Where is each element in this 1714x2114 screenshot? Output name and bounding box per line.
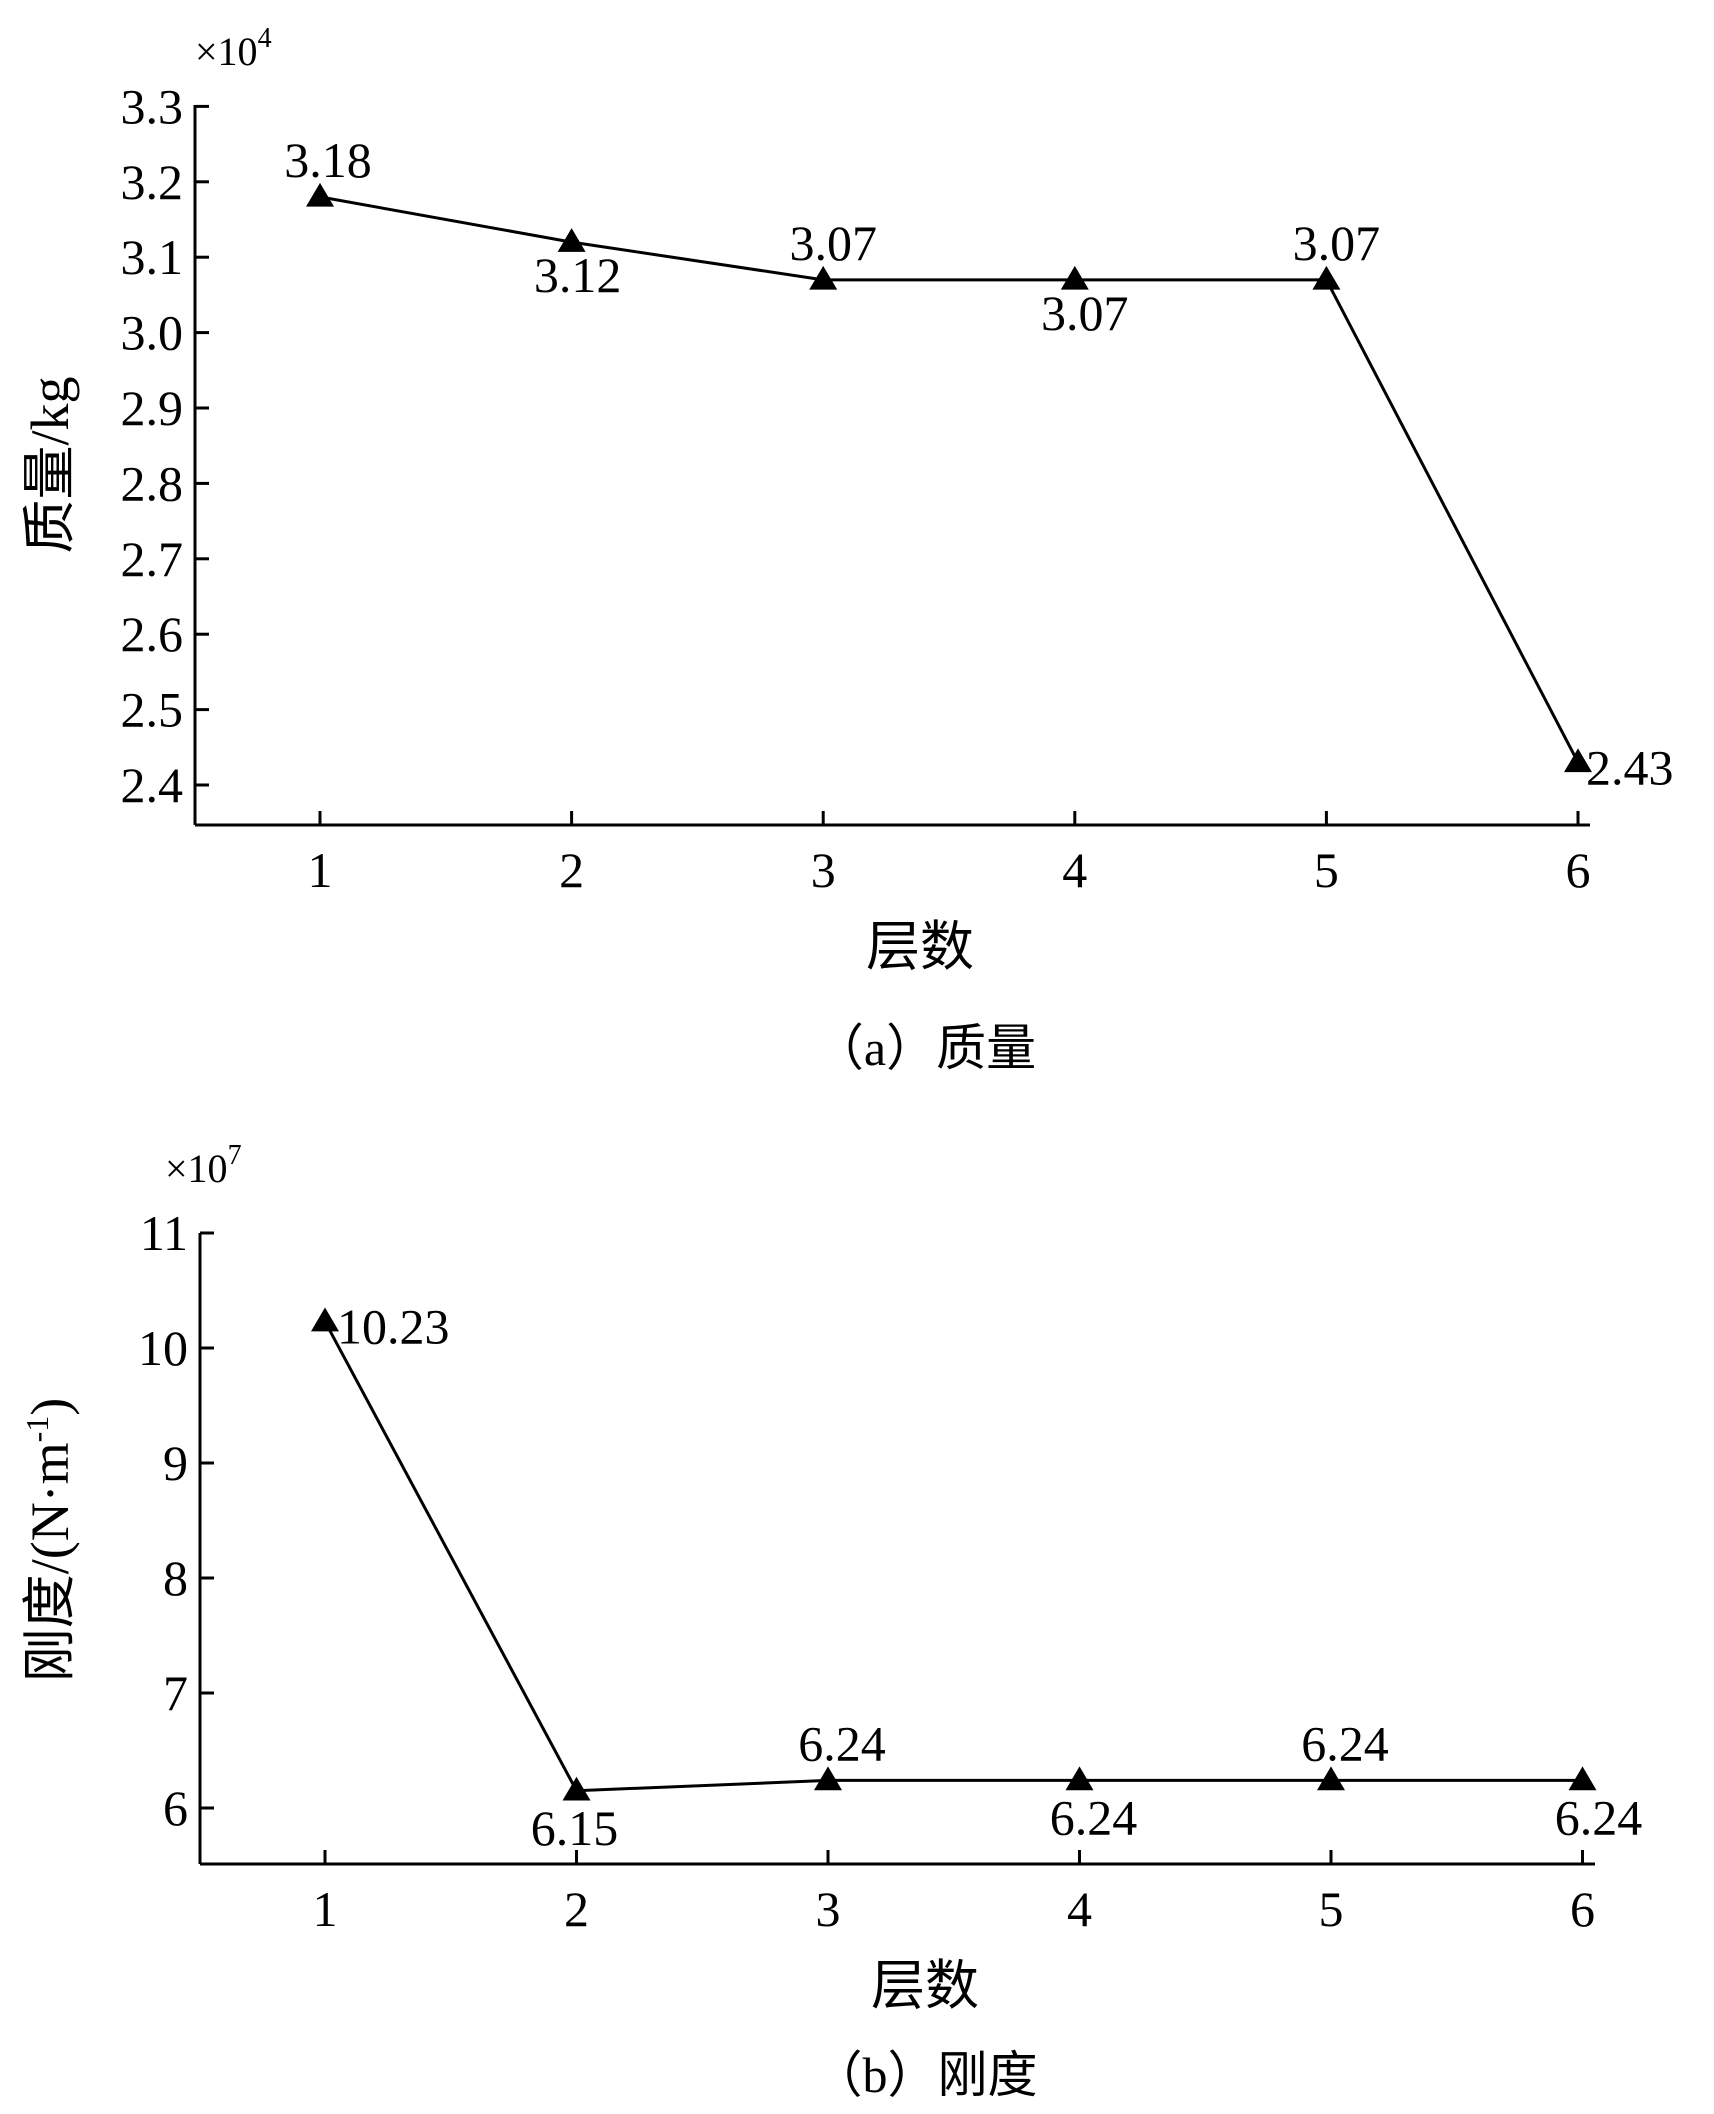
series-layer: 10.23 6.15 6.24 6.24 6.24 6.24 [311, 1299, 1642, 1856]
data-point-marker [1060, 265, 1089, 290]
y-tick-label: 6 [163, 1780, 188, 1836]
y-tick-label: 2.5 [121, 682, 184, 738]
y-tick-label: 9 [163, 1435, 188, 1491]
chart-caption: （a）质量 [814, 1020, 1036, 1076]
y-tick-label: 2.4 [121, 757, 184, 813]
series-layer: 3.18 3.12 3.07 3.07 3.07 2.43 [284, 132, 1673, 796]
data-point-marker [814, 1766, 842, 1791]
y-ticks: 2.4 2.5 2.6 2.7 2.8 2.9 3.0 3.1 3.2 3.3 [121, 78, 209, 813]
data-label: 3.07 [1293, 215, 1381, 271]
data-point-marker [809, 265, 838, 290]
x-tick-label: 2 [559, 842, 584, 898]
data-point-marker [306, 182, 334, 207]
data-label: 6.24 [1555, 1789, 1643, 1845]
data-point-marker [557, 228, 586, 252]
data-label: 6.24 [1050, 1789, 1138, 1845]
data-label: 6.24 [798, 1715, 886, 1771]
series-line [319, 195, 1580, 764]
data-label: 3.18 [284, 132, 372, 188]
y-axis-title: 刚度/(N·m-1) [19, 1398, 80, 1683]
x-tick-label: 4 [1067, 1881, 1092, 1937]
x-ticks: 1 2 3 4 5 6 [308, 811, 1591, 898]
data-label: 3.07 [789, 215, 877, 271]
x-tick-label: 4 [1062, 842, 1087, 898]
data-point-marker [562, 1776, 591, 1801]
x-tick-label: 2 [564, 1881, 589, 1937]
chart-mass: 2.4 2.5 2.6 2.7 2.8 2.9 3.0 3.1 3.2 3.3 1 2 3 4 5 6 ×1… [20, 23, 1674, 1076]
y-tick-label: 2.8 [121, 455, 184, 511]
data-point-marker [1317, 1766, 1345, 1791]
y-axis-title: 质量/kg [20, 376, 80, 553]
y-multiplier: ×107 [165, 1140, 242, 1191]
y-tick-label: 2.7 [121, 531, 184, 587]
data-label: 3.07 [1041, 285, 1129, 341]
x-axis-title: 层数 [866, 917, 974, 977]
x-tick-label: 1 [313, 1881, 338, 1937]
data-label: 10.23 [337, 1299, 450, 1355]
y-tick-label: 8 [163, 1550, 188, 1606]
y-tick-label: 7 [163, 1665, 188, 1721]
data-point-marker [1312, 265, 1341, 290]
y-tick-label: 11 [140, 1205, 188, 1261]
series-line [323, 1320, 1583, 1793]
x-tick-label: 5 [1319, 1881, 1344, 1937]
data-point-marker [1065, 1766, 1094, 1791]
y-tick-label: 2.6 [121, 606, 184, 662]
data-label: 3.12 [534, 247, 622, 303]
data-point-marker [1568, 1766, 1597, 1791]
data-point-marker [1564, 748, 1592, 773]
y-tick-label: 3.3 [121, 78, 184, 134]
data-label: 6.15 [531, 1800, 619, 1856]
data-point-marker [311, 1307, 339, 1332]
x-tick-label: 1 [308, 842, 333, 898]
x-tick-label: 5 [1314, 842, 1339, 898]
y-multiplier: ×104 [195, 23, 272, 74]
chart-caption: （b）刚度 [813, 2047, 1038, 2103]
data-label: 2.43 [1586, 739, 1674, 795]
x-tick-label: 3 [811, 842, 836, 898]
y-tick-label: 2.9 [121, 380, 184, 436]
y-tick-label: 3.1 [121, 229, 184, 285]
data-label: 6.24 [1301, 1715, 1389, 1771]
y-tick-label: 10 [138, 1320, 188, 1376]
x-axis-title: 层数 [871, 1956, 979, 2016]
x-tick-label: 6 [1570, 1881, 1595, 1937]
x-ticks: 1 2 3 4 5 6 [313, 1850, 1595, 1937]
y-tick-label: 3.2 [121, 154, 184, 210]
x-tick-label: 3 [816, 1881, 841, 1937]
y-tick-label: 3.0 [121, 305, 184, 361]
x-tick-label: 6 [1566, 842, 1591, 898]
y-ticks: 6 7 8 9 10 11 [138, 1205, 214, 1836]
